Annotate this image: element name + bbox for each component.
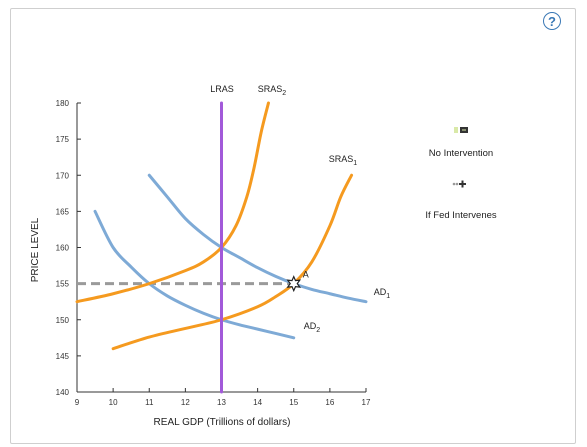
no-intervention-tool-icon[interactable]: [454, 121, 468, 133]
label-ad1-text: AD: [374, 287, 387, 297]
y-tick-label: 140: [56, 388, 70, 397]
y-tick-label: 155: [56, 280, 70, 289]
label-sras1: SRAS1: [329, 154, 358, 167]
label-sras2-subscript: 2: [282, 90, 286, 97]
y-tick-label: 160: [56, 244, 70, 253]
curve-ad1[interactable]: [147, 173, 368, 304]
y-tick-label: 150: [56, 316, 70, 325]
x-tick-label: 10: [109, 398, 118, 407]
label-sras1-text: SRAS: [329, 154, 354, 164]
y-tick-label: 175: [56, 135, 70, 144]
curves: [75, 101, 368, 394]
y-tick-label: 145: [56, 352, 70, 361]
label-sras1-subscript: 1: [353, 160, 357, 167]
help-icon: ?: [548, 13, 556, 29]
x-tick-label: 12: [181, 398, 190, 407]
label-lras: LRAS: [210, 84, 234, 94]
graph-panel: [10, 8, 576, 444]
x-tick-label: 17: [362, 398, 371, 407]
point-label: A: [303, 270, 309, 280]
help-button[interactable]: ?: [543, 12, 561, 30]
legend-no-intervention: No Intervention: [428, 148, 494, 159]
x-tick-label: 11: [145, 398, 154, 407]
curve-ad2[interactable]: [93, 209, 296, 340]
curve-sras1[interactable]: [111, 173, 354, 351]
label-sras2-text: SRAS: [258, 84, 283, 94]
equilibrium-star-marker[interactable]: [286, 275, 302, 293]
y-axis-label: PRICE LEVEL: [30, 217, 41, 282]
x-tick-label: 9: [75, 398, 80, 407]
label-sras2: SRAS2: [258, 84, 287, 97]
legend-if-fed-intervenes: If Fed Intervenes: [425, 210, 497, 221]
label-lras-text: LRAS: [210, 84, 234, 94]
x-tick-label: 15: [289, 398, 298, 407]
label-ad2: AD2: [304, 321, 321, 334]
label-ad2-text: AD: [304, 321, 317, 331]
label-ad1: AD1: [374, 287, 391, 300]
x-axis-label: REAL GDP (Trillions of dollars): [154, 417, 291, 428]
y-tick-label: 170: [56, 171, 70, 180]
x-tick-label: 16: [325, 398, 334, 407]
x-tick-label: 14: [253, 398, 262, 407]
label-ad1-subscript: 1: [386, 293, 390, 300]
x-tick-label: 13: [217, 398, 226, 407]
points: A: [286, 270, 309, 293]
y-tick-label: 180: [56, 99, 70, 108]
label-ad2-subscript: 2: [316, 327, 320, 334]
y-tick-label: 165: [56, 207, 70, 216]
fed-intervenes-tool-icon[interactable]: [452, 177, 466, 189]
